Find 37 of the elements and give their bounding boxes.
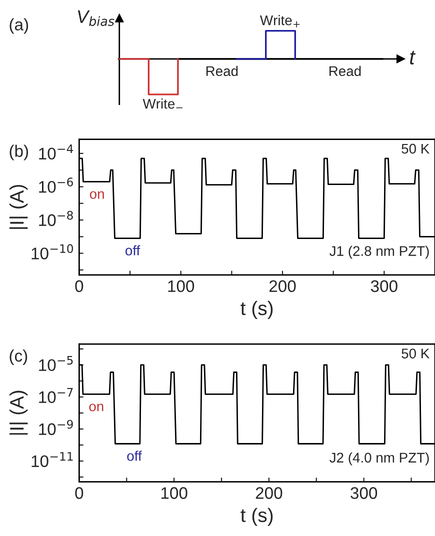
annotation: 50 K [402,144,430,154]
text: Write$_{+}$ [260,15,300,28]
y-tick-label: 10$^{−11}$ [32,452,73,468]
x-axis-title: t (s) [240,508,273,526]
x-tick-label: 300 [350,487,378,499]
annotation: on [89,404,104,412]
y-tick-label: 10$^{−8}$ [39,210,73,226]
x-tick-label: 0 [75,487,84,499]
y-tick-label: 10$^{−5}$ [39,356,73,372]
y-tick-label: 10$^{−9}$ [39,420,73,436]
y-tick-label: 10$^{−10}$ [32,244,74,260]
text: Write$_{−}$ [142,98,182,109]
annotation: J2 (4.0 nm PZT) [330,452,429,466]
annotation: 50 K [402,348,430,358]
x-tick-label: 100 [161,487,188,499]
chart-title: (c) [10,349,28,365]
chart-title: (a) [10,18,28,34]
y-axis-title: V$_{bias}$ [78,10,114,26]
annotation: Read [206,66,238,76]
annotation: J1 (2.8 nm PZT) [330,246,429,259]
y-axis-title: |I| (A) [9,184,28,229]
annotation: Read [330,66,361,76]
annotation: off [126,245,140,256]
x-tick-label: 200 [269,280,296,292]
y-tick-label: 10$^{−4}$ [39,144,74,160]
x-axis-title: t (s) [240,300,273,320]
chart-title: (b) [10,144,28,160]
y-tick-label: 10$^{−6}$ [39,178,73,193]
annotation: on [90,191,104,199]
x-tick-label: 0 [75,280,84,292]
y-axis-title: |I| (A) [9,390,28,435]
x-tick-label: 100 [168,280,194,292]
x-axis-title: t [410,50,416,64]
x-tick-label: 200 [256,487,282,499]
annotation: off [127,450,142,461]
x-tick-label: 300 [370,280,398,292]
y-tick-label: 10$^{−7}$ [39,388,73,404]
